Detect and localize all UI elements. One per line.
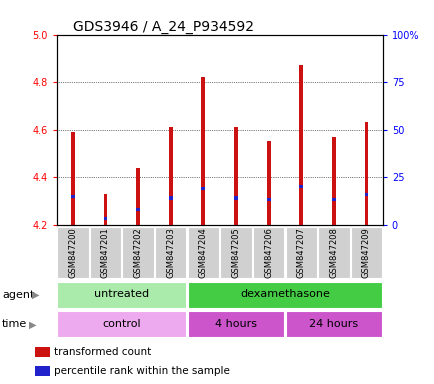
Bar xyxy=(364,193,368,196)
Text: GSM847206: GSM847206 xyxy=(263,227,273,278)
FancyBboxPatch shape xyxy=(57,311,186,337)
FancyBboxPatch shape xyxy=(350,227,381,278)
Text: GDS3946 / A_24_P934592: GDS3946 / A_24_P934592 xyxy=(73,20,253,33)
Bar xyxy=(103,194,107,225)
Bar xyxy=(136,167,140,225)
FancyBboxPatch shape xyxy=(285,227,316,278)
Text: GSM847208: GSM847208 xyxy=(329,227,338,278)
FancyBboxPatch shape xyxy=(285,311,381,337)
FancyBboxPatch shape xyxy=(57,282,186,308)
Bar xyxy=(35,347,49,357)
Text: GSM847207: GSM847207 xyxy=(296,227,305,278)
Bar xyxy=(35,366,49,376)
Bar xyxy=(331,137,335,225)
Bar xyxy=(266,141,270,225)
Text: GSM847205: GSM847205 xyxy=(231,227,240,278)
Text: untreated: untreated xyxy=(94,289,149,299)
Bar xyxy=(266,199,270,202)
Bar xyxy=(168,197,172,200)
FancyBboxPatch shape xyxy=(155,227,186,278)
Text: transformed count: transformed count xyxy=(54,347,151,357)
Bar xyxy=(168,127,172,225)
Bar xyxy=(103,217,107,220)
Bar xyxy=(331,199,335,202)
Bar xyxy=(299,185,302,188)
Text: percentile rank within the sample: percentile rank within the sample xyxy=(54,366,230,376)
FancyBboxPatch shape xyxy=(187,282,381,308)
FancyBboxPatch shape xyxy=(187,311,284,337)
Text: agent: agent xyxy=(2,290,34,300)
Text: control: control xyxy=(102,319,141,329)
Text: GSM847204: GSM847204 xyxy=(198,227,207,278)
FancyBboxPatch shape xyxy=(57,227,89,278)
Text: GSM847201: GSM847201 xyxy=(101,227,110,278)
Text: 4 hours: 4 hours xyxy=(214,319,256,329)
Text: 24 hours: 24 hours xyxy=(309,319,358,329)
FancyBboxPatch shape xyxy=(90,227,121,278)
Text: GSM847209: GSM847209 xyxy=(361,227,370,278)
Bar xyxy=(71,195,75,198)
Text: time: time xyxy=(2,319,27,329)
Text: dexamethasone: dexamethasone xyxy=(240,289,329,299)
Text: ▶: ▶ xyxy=(32,290,40,300)
Bar xyxy=(364,122,368,225)
FancyBboxPatch shape xyxy=(317,227,349,278)
Text: GSM847200: GSM847200 xyxy=(68,227,77,278)
Bar xyxy=(136,208,140,211)
Bar xyxy=(233,197,237,200)
Bar xyxy=(233,127,237,225)
Text: GSM847203: GSM847203 xyxy=(166,227,175,278)
Bar xyxy=(299,65,302,225)
Bar xyxy=(201,187,205,190)
Bar xyxy=(201,77,205,225)
FancyBboxPatch shape xyxy=(122,227,154,278)
Bar xyxy=(71,132,75,225)
Text: GSM847202: GSM847202 xyxy=(133,227,142,278)
FancyBboxPatch shape xyxy=(187,227,219,278)
FancyBboxPatch shape xyxy=(220,227,251,278)
Text: ▶: ▶ xyxy=(29,319,36,329)
FancyBboxPatch shape xyxy=(252,227,284,278)
